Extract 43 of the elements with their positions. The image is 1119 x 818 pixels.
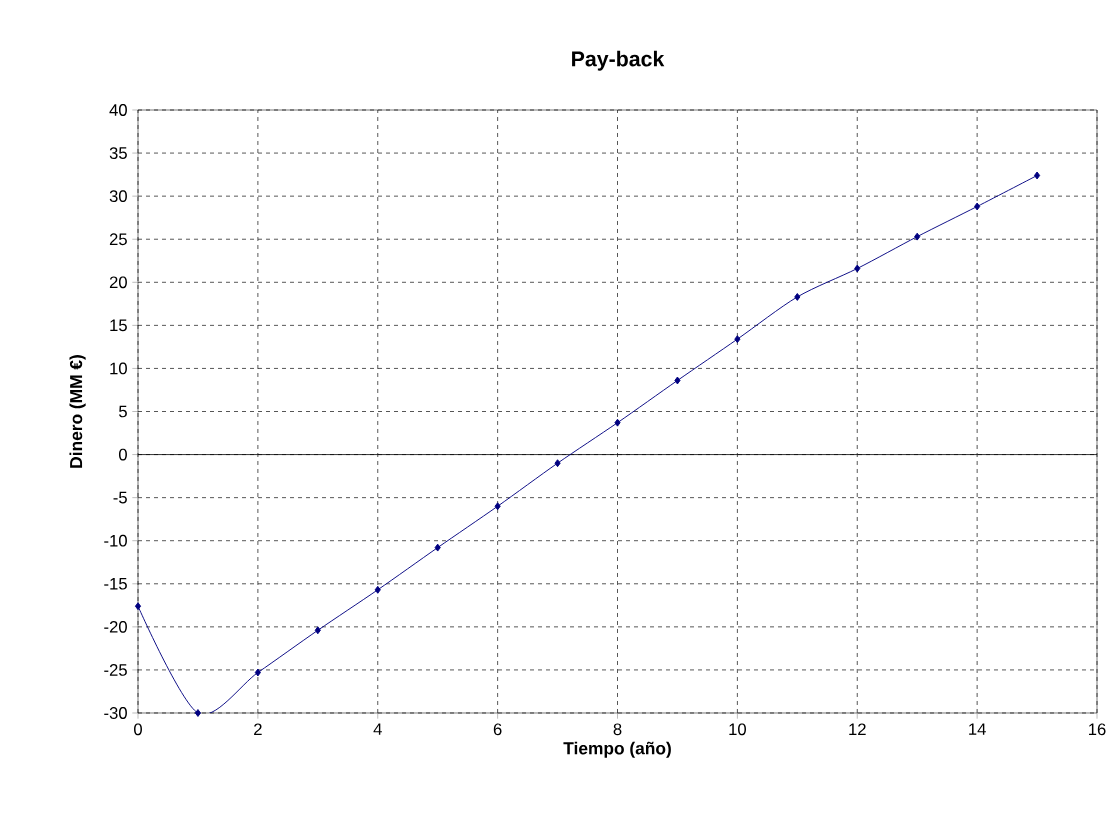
point bbox=[974, 202, 981, 211]
y-tick-label: -5 bbox=[113, 491, 127, 504]
y-tick-label: 40 bbox=[109, 104, 127, 116]
y-tick-label: 15 bbox=[110, 319, 127, 332]
x-tick-label: 4 bbox=[373, 723, 382, 735]
x-tick-label: 2 bbox=[254, 723, 262, 736]
y-tick-label: -15 bbox=[104, 577, 127, 590]
point bbox=[1034, 171, 1041, 180]
point bbox=[554, 459, 561, 468]
y-tick-label: 10 bbox=[110, 362, 127, 375]
y-tick-label: -25 bbox=[104, 664, 127, 676]
y-tick-label: 5 bbox=[119, 405, 127, 418]
point bbox=[674, 376, 681, 385]
point bbox=[254, 668, 261, 677]
point bbox=[134, 602, 142, 611]
y-tick-label: -10 bbox=[104, 534, 127, 547]
point bbox=[194, 709, 202, 717]
point bbox=[914, 232, 921, 241]
x-tick-label: 10 bbox=[729, 723, 746, 736]
point bbox=[794, 293, 801, 301]
point bbox=[614, 418, 621, 427]
x-tick-label: 6 bbox=[493, 723, 502, 736]
point bbox=[374, 585, 381, 594]
x-tick-label: 14 bbox=[969, 723, 986, 735]
point bbox=[314, 626, 321, 635]
x-tick-label: 12 bbox=[849, 723, 866, 736]
x-axis-title: Tiempo (año) bbox=[563, 741, 671, 758]
y-tick-label: 0 bbox=[118, 448, 127, 461]
point bbox=[734, 335, 741, 344]
y-tick-label: -20 bbox=[104, 620, 127, 633]
x-tick-label: 8 bbox=[613, 723, 622, 736]
y-tick-label: -30 bbox=[104, 707, 127, 719]
chart-title: Pay-back bbox=[572, 50, 665, 71]
y-axis-title: Dinero (MM €) bbox=[69, 355, 86, 468]
y-tick-label: 30 bbox=[109, 190, 127, 203]
point bbox=[434, 543, 441, 552]
x-tick-label: 0 bbox=[134, 723, 142, 736]
point bbox=[494, 502, 501, 511]
x-tick-label: 16 bbox=[1089, 723, 1106, 736]
y-tick-label: 20 bbox=[109, 276, 127, 289]
point bbox=[854, 264, 861, 273]
y-tick-label: 25 bbox=[109, 233, 127, 246]
y-tick-label: 35 bbox=[109, 147, 127, 159]
